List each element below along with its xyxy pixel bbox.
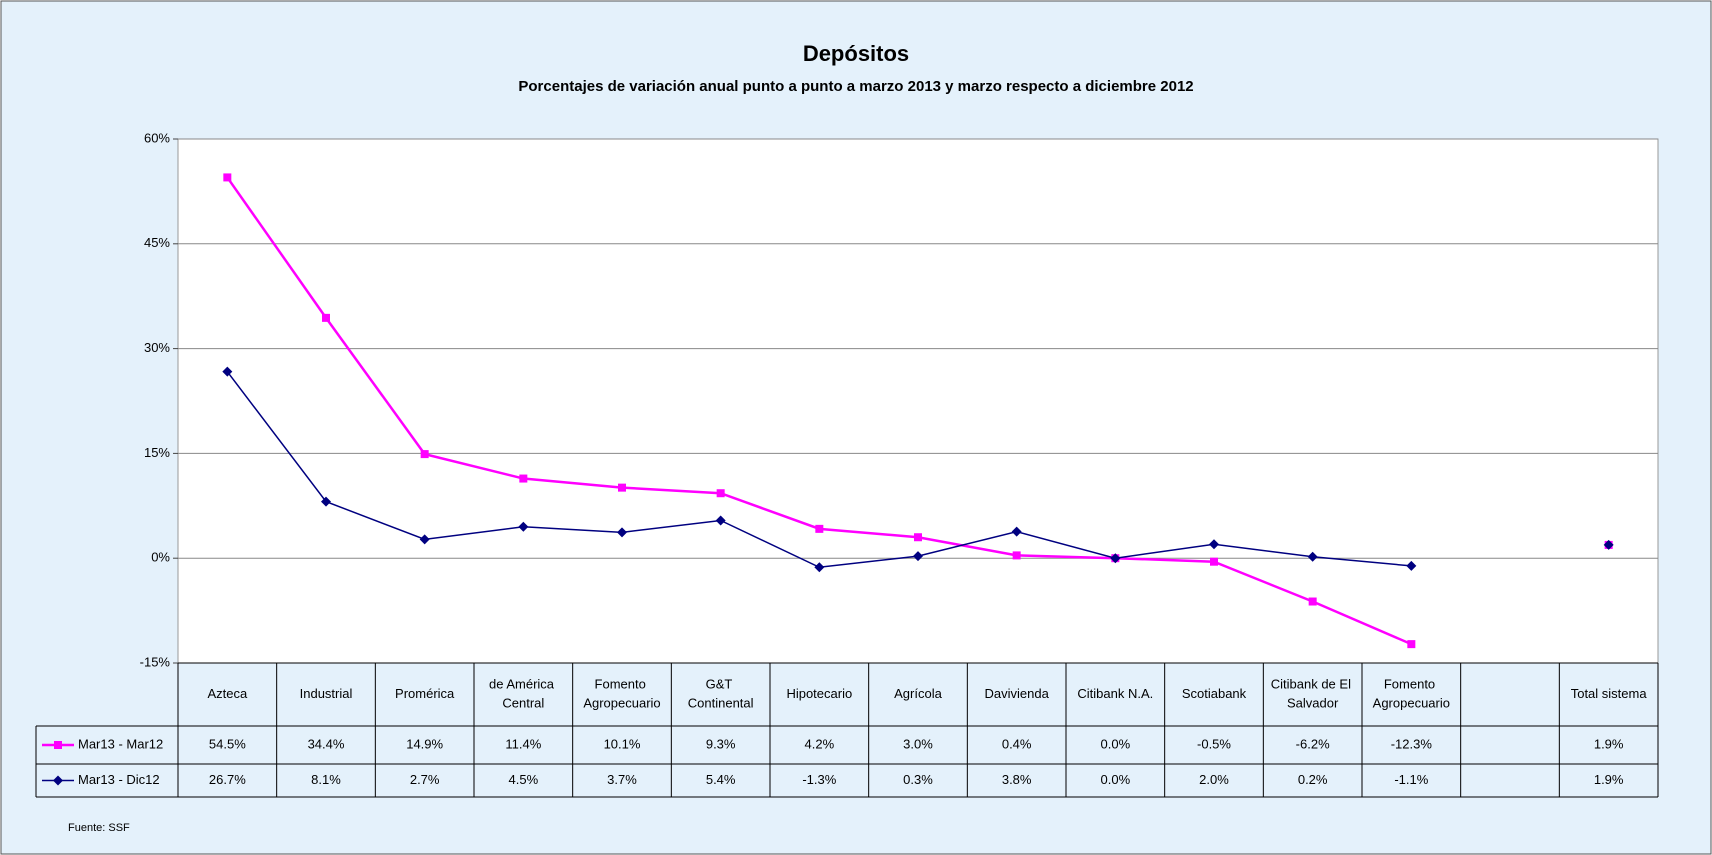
point [1308,597,1317,606]
x-tick-label: Citibank N.A. [1077,686,1153,701]
point [420,450,429,459]
point [1406,560,1417,571]
data-label: 14.9% [406,736,443,751]
point [1110,553,1121,564]
point [322,313,330,322]
data-label: 2.0% [1199,772,1229,787]
data-label: 3.0% [903,736,933,751]
label-line: Central [502,696,544,711]
legend-label: Mar13 - Dic12 [78,772,160,787]
plot-area [177,138,1659,664]
data-label: 54.5% [209,736,246,751]
point [1012,551,1021,560]
point [1307,551,1318,562]
data-label: -12.3% [1391,736,1433,751]
legend-label: Mar13 - Mar12 [78,736,163,751]
point [321,496,331,507]
point [54,741,62,749]
label-line: Fomento [595,677,650,692]
data-label: 3.7% [607,772,637,787]
label-line: Continental [688,696,754,711]
data-label: 0.0% [1101,772,1131,787]
data-label: 5.4% [706,772,736,787]
x-tick-label: Agrícola [894,686,942,701]
point [419,534,430,545]
x-tick-label: Davivienda [985,686,1050,701]
point [913,551,923,562]
point [222,366,233,377]
point [815,524,824,533]
x-tick-label: Citibank de El Salvador [1271,677,1355,711]
x-tick-label: de América Central [489,677,558,711]
point [1210,557,1218,566]
data-label: 11.4% [505,736,541,751]
point [1209,539,1219,550]
data-label: 0.0% [1101,736,1131,751]
point [223,173,232,182]
source-note: Fuente: SSF [68,822,130,834]
data-label: -0.5% [1197,736,1231,751]
y-tick-label: 45% [144,235,170,250]
x-tick-label: G&T Continental [688,677,754,711]
point [1603,539,1614,550]
point [518,521,529,532]
data-label: 3.8% [1002,772,1032,787]
chart-title: Depósitos [803,41,909,66]
point [715,515,726,526]
point [617,527,627,538]
x-tick-label: Promérica [395,686,455,701]
y-tick-label: -15% [140,654,171,669]
point [1011,526,1022,537]
label-line: G&T [706,677,736,692]
y-tick-label: 0% [151,550,170,565]
x-tick-label: Total sistema [1571,686,1648,701]
label-line: Salvador [1287,696,1339,711]
data-label: 10.1% [604,736,641,751]
data-label: 34.4% [308,736,345,751]
data-label: 1.9% [1594,772,1624,787]
chart-subtitle: Porcentajes de variación anual punto a p… [518,78,1193,95]
x-tick-label: Scotiabank [1182,686,1247,701]
data-label: -1.1% [1394,772,1428,787]
point [53,775,63,786]
data-label: 8.1% [311,772,341,787]
data-label: 0.2% [1298,772,1328,787]
label-line: Agropecuario [1373,696,1450,711]
point [519,474,528,483]
data-label: 0.3% [903,772,933,787]
point [618,483,626,492]
x-tick-label: Fomento Agropecuario [583,677,660,711]
data-label: -6.2% [1296,736,1330,751]
x-tick-label: Azteca [207,686,248,701]
x-tick-label: Industrial [300,686,353,701]
x-tick-label: Fomento Agropecuario [1373,677,1450,711]
data-label: 26.7% [209,772,246,787]
y-tick-label: 15% [144,445,170,460]
label-line: Agropecuario [583,696,660,711]
data-label: 2.7% [410,772,440,787]
x-tick-label: Hipotecario [786,686,852,701]
data-label: 4.2% [805,736,835,751]
data-label: 0.4% [1002,736,1032,751]
label-line: de América [489,677,558,692]
label-line: Fomento [1384,677,1439,692]
point [914,533,922,542]
data-label: 9.3% [706,736,736,751]
point [716,489,725,498]
data-label: 1.9% [1594,736,1624,751]
y-tick-label: 30% [144,340,170,355]
label-line: Citibank de El [1271,677,1355,692]
data-label: -1.3% [802,772,836,787]
point [1407,640,1416,649]
y-tick-label: 60% [144,130,170,145]
point [814,562,825,573]
data-label: 4.5% [509,772,539,787]
